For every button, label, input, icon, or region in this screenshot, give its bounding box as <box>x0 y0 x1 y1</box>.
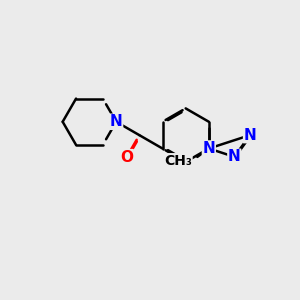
Text: N: N <box>110 114 122 129</box>
Text: O: O <box>120 150 133 165</box>
Text: N: N <box>228 149 241 164</box>
Text: N: N <box>244 128 256 142</box>
Text: CH₃: CH₃ <box>164 154 192 168</box>
Text: N: N <box>202 141 215 156</box>
